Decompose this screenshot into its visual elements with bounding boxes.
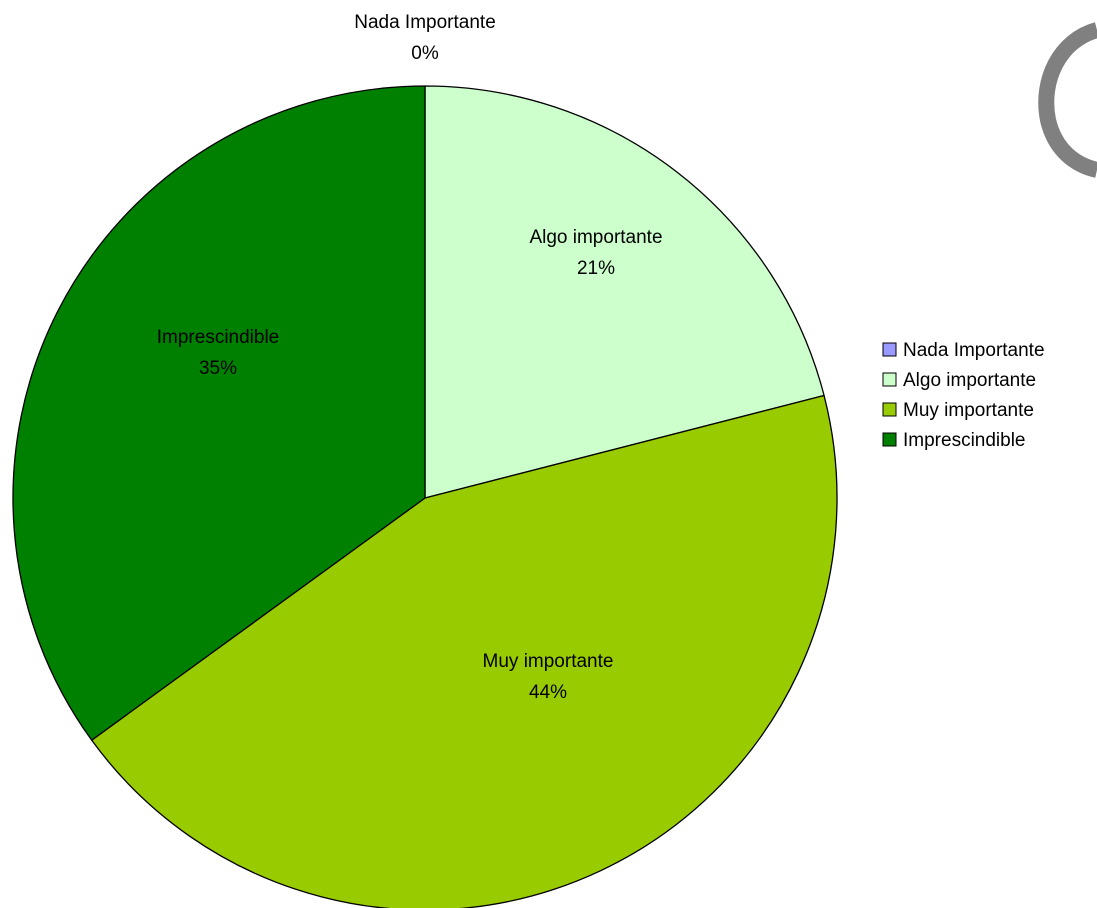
legend-label-algo-importante: Algo importante [903, 370, 1036, 391]
pie-slices [12, 85, 838, 908]
slice-label-category: Imprescindible [157, 327, 280, 348]
pie-slice-algo-importante [424, 85, 825, 499]
pie-slice-muy-importante [91, 394, 838, 908]
slice-label-value: 35% [199, 358, 237, 379]
legend-swatch-nada-importante [882, 342, 897, 357]
slice-label-value: 0% [411, 43, 439, 64]
legend: Nada Importante Algo importante Muy import… [882, 340, 1045, 451]
slice-label-category: Nada Importante [354, 12, 496, 33]
slice-labels: Nada Importante 0% Algo importante 21% Muy i… [157, 12, 663, 703]
legend-label-muy-importante: Muy importante [903, 400, 1034, 421]
slice-label-muy-importante: Muy importante 44% [483, 651, 614, 703]
slice-label-nada-importante: Nada Importante 0% [354, 12, 496, 64]
legend-swatch-imprescindible [882, 432, 897, 447]
legend-label-imprescindible: Imprescindible [903, 430, 1026, 451]
decorative-ring-icon [1038, 22, 1097, 178]
slice-label-imprescindible: Imprescindible 35% [157, 327, 280, 379]
slice-label-value: 44% [529, 682, 567, 703]
slice-label-value: 21% [577, 258, 615, 279]
slice-label-algo-importante: Algo importante 21% [529, 227, 662, 279]
pie-slice-imprescindible [12, 85, 426, 741]
legend-swatch-algo-importante [882, 372, 897, 387]
legend-swatch-muy-importante [882, 402, 897, 417]
slice-label-category: Algo importante [529, 227, 662, 248]
legend-label-nada-importante: Nada Importante [903, 340, 1045, 361]
slice-label-category: Muy importante [483, 651, 614, 672]
